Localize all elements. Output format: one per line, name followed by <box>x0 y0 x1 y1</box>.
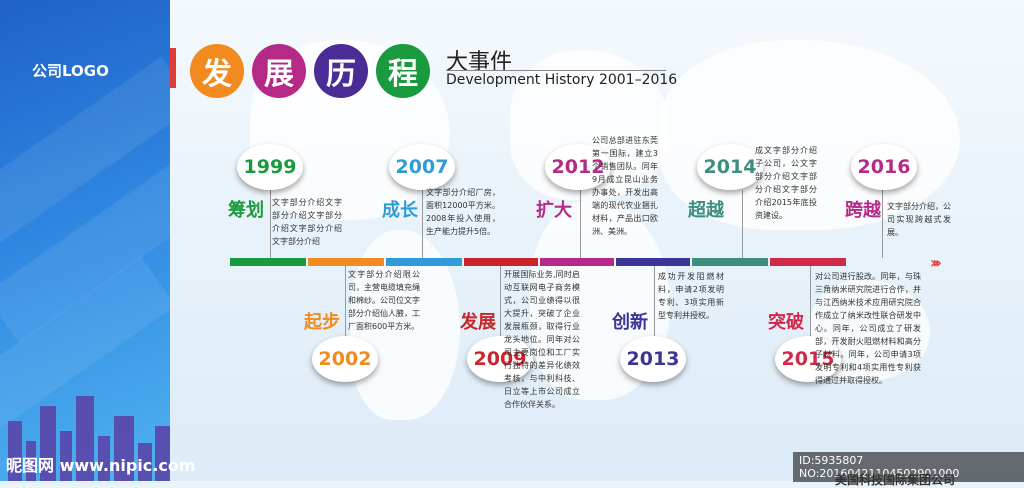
connector-line <box>270 190 271 258</box>
title-char-3: 历 <box>314 44 368 98</box>
year-badge-2013: 2013 <box>620 336 686 382</box>
year-badge-2012: 2012 <box>545 144 611 190</box>
connector-line <box>742 190 743 258</box>
company-logo: 公司LOGO <box>32 62 109 80</box>
timeline-segment <box>616 258 690 266</box>
timeline-segment <box>386 258 462 266</box>
timeline-segment <box>770 258 846 266</box>
keyword-2013: 创新 <box>612 312 648 333</box>
timeline-segment <box>692 258 768 266</box>
event-text-2009: 开展国际业务,同时启动互联网电子商务模式，公司业绩得以很大提升，突破了企业发展瓶… <box>504 270 580 409</box>
watermark-left: 昵图网 www.nipic.com <box>6 456 196 475</box>
event-text-2012: 公司总部进驻东莞第一国际，建立3个销售团队。同年9月成立昆山业务办事处，开发出高… <box>592 136 658 236</box>
year-badge-2002: 2002 <box>312 336 378 382</box>
timeline-segment <box>308 258 384 266</box>
keyword-2015: 突破 <box>768 312 804 333</box>
subtitle-en: Development History 2001–2016 <box>446 72 678 88</box>
connector-line <box>500 266 501 346</box>
connector-line <box>810 266 811 344</box>
title-char-4: 程 <box>376 44 430 98</box>
keyword-2016: 跨越 <box>845 200 881 221</box>
title-char-1: 发 <box>190 44 244 98</box>
event-text-1999: 文字部分介绍文字部分介绍文字部分介绍文字部分介绍文字部分介绍 <box>272 198 342 246</box>
year-badge-2014: 2014 <box>697 144 763 190</box>
keyword-2009: 发展 <box>460 312 496 333</box>
event-text-2007: 文字部分介绍厂房，面积12000平方米。2008年投入使用，生产能力提升5倍。 <box>426 188 500 236</box>
connector-line <box>422 190 423 258</box>
keyword-2014: 超越 <box>688 200 724 221</box>
title-char-2: 展 <box>252 44 306 98</box>
keyword-1999: 筹划 <box>228 200 264 221</box>
timeline-segment <box>230 258 306 266</box>
year-badge-2015: 2015 <box>775 336 841 382</box>
year-badge-1999: 1999 <box>237 144 303 190</box>
connector-line <box>345 266 346 344</box>
footer-company: 美国科技国际集团公司 <box>835 473 956 487</box>
title-accent-bar <box>170 48 176 88</box>
event-text-2002: 文字部分介绍限公司，主营电缆填充绳和棉纱。公司位文字部分介绍仙人腋，工厂面积60… <box>348 270 420 331</box>
event-text-2014: 成文字部分介绍子公司，公文字部分介绍文字部分介绍文字部分介绍2015年底投资建设… <box>755 146 817 220</box>
timeline-segment <box>540 258 614 266</box>
year-badge-2007: 2007 <box>389 144 455 190</box>
keyword-2012: 扩大 <box>536 200 572 221</box>
year-badge-2016: 2016 <box>851 144 917 190</box>
connector-line <box>580 190 581 258</box>
keyword-2007: 成长 <box>382 200 418 221</box>
keyword-2002: 起步 <box>304 312 340 333</box>
left-panel <box>0 0 170 481</box>
event-text-2013: 成功开发阻燃材料，申请2项发明专利、3项实用新型专利并授权。 <box>658 272 724 320</box>
event-text-2015: 对公司进行股改。同年，与珠三角纳米研究院进行合作，并与江西纳米技术应用研究院合作… <box>815 272 921 385</box>
watermark-right: ID:5935807 NO:20160421104502901000 <box>793 452 1024 482</box>
event-text-2016: 文字部分介绍，公司实现跨越式发展。 <box>887 202 951 237</box>
timeline-segment <box>464 258 538 266</box>
timeline-arrow-icon: ››› <box>930 253 942 272</box>
year-badge-2009: 2009 <box>467 336 533 382</box>
connector-line <box>654 266 655 336</box>
subtitle-divider <box>446 70 666 71</box>
connector-line <box>882 190 883 258</box>
